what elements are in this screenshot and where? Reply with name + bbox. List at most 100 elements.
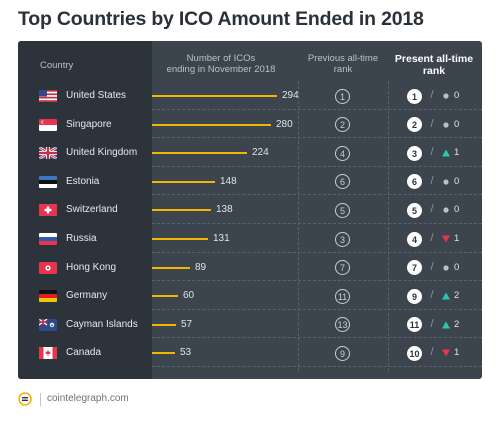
footer-divider	[40, 393, 41, 406]
row-separator	[152, 280, 482, 282]
us-flag-icon	[39, 90, 57, 102]
ico-count-bar	[152, 152, 247, 155]
rank-up-triangle-icon	[442, 321, 450, 329]
ico-count-label: 57	[181, 318, 193, 330]
rank-unchanged-dot-icon	[443, 207, 449, 213]
row-separator	[152, 251, 482, 253]
present-rank-badge: 3	[407, 145, 422, 161]
table-rows: United States 294 1 1/0 Singapore 280 2 2/0 Unit…	[18, 41, 482, 379]
rank-up-triangle-icon	[442, 292, 450, 300]
present-rank-badge: 4	[407, 231, 422, 247]
present-rank-badge: 6	[407, 174, 422, 190]
ico-count-bar	[152, 295, 178, 298]
rank-change-value: 0	[454, 261, 460, 273]
table-row: Germany 60 11 9 / 2	[18, 281, 482, 310]
previous-rank-badge: 1	[335, 88, 350, 104]
canada-flag-icon	[39, 347, 57, 360]
present-rank-badge: 1	[407, 88, 422, 104]
previous-rank-badge: 6	[335, 174, 350, 190]
rank-change-value: 1	[454, 347, 460, 359]
rank-change-value: 2	[454, 290, 460, 302]
separator-slash: /	[430, 174, 434, 187]
ico-count-bar	[152, 238, 208, 240]
present-rank-badge: 11	[407, 317, 422, 333]
cayman-islands-flag-icon	[39, 318, 57, 331]
ico-count-bar	[152, 180, 215, 183]
header-icos: Number of ICOs ending in November 2018	[156, 53, 286, 75]
table-row: Russia 131 3 4 / 1	[18, 224, 482, 253]
row-separator	[152, 108, 482, 110]
ico-count-label: 138	[216, 204, 233, 216]
footer-site: cointelegraph.com	[47, 393, 129, 404]
rank-change-value: 0	[454, 204, 460, 216]
singapore-flag-icon	[39, 118, 57, 131]
country-name: Estonia	[66, 175, 100, 187]
previous-rank-badge: 7	[335, 260, 350, 276]
germany-flag-icon	[39, 290, 57, 303]
table-row: United Kingdom 224 4 3 / 1	[18, 138, 482, 167]
separator-slash: /	[430, 260, 434, 273]
table-row: United States 294 1 1 / 0	[18, 81, 482, 110]
country-name: Switzerland	[66, 204, 118, 216]
ico-count-bar	[152, 266, 190, 269]
rank-change-value: 0	[454, 175, 460, 187]
switzerland-flag-icon	[39, 204, 57, 217]
chart-title: Top Countries by ICO Amount Ended in 201…	[18, 8, 424, 30]
ico-count-label: 89	[195, 261, 207, 273]
ico-count-label: 294	[282, 90, 299, 101]
previous-rank-badge: 11	[335, 288, 350, 304]
rank-unchanged-dot-icon	[443, 264, 449, 271]
table-row: Canada 53 9 10 / 1	[18, 338, 482, 367]
header-country: Country	[40, 60, 74, 71]
estonia-flag-icon	[39, 175, 57, 188]
rank-change-value: 2	[454, 318, 460, 330]
row-separator	[152, 165, 482, 167]
previous-rank-badge: 9	[335, 345, 350, 361]
rank-change-value: 0	[454, 118, 460, 130]
rank-unchanged-dot-icon	[443, 179, 449, 185]
rank-change-value: 0	[454, 90, 460, 101]
separator-slash: /	[430, 232, 434, 244]
rank-change-value: 1	[454, 233, 460, 244]
table-row: Switzerland 138 5 5 / 0	[18, 195, 482, 224]
country-name: Germany	[66, 290, 108, 302]
rank-change-value: 1	[454, 147, 460, 159]
separator-slash: /	[430, 89, 434, 101]
header-icos-line2: ending in November 2018	[166, 64, 276, 75]
row-separator	[152, 365, 482, 367]
previous-rank-badge: 13	[335, 317, 350, 333]
previous-rank-badge: 4	[335, 145, 350, 161]
present-rank-badge: 10	[407, 345, 422, 361]
uk-flag-icon	[39, 147, 57, 160]
ico-count-bar	[152, 95, 277, 97]
ico-count-label: 131	[213, 233, 230, 244]
rank-down-triangle-icon	[442, 349, 450, 357]
cointelegraph-logo-icon	[18, 392, 32, 406]
header-icos-line1: Number of ICOs	[186, 53, 256, 64]
row-separator	[152, 222, 482, 224]
country-name: Singapore	[66, 118, 112, 130]
separator-slash: /	[430, 346, 434, 359]
russia-flag-icon	[39, 233, 57, 245]
country-name: Canada	[66, 347, 102, 359]
ico-count-label: 280	[276, 118, 293, 130]
present-rank-badge: 9	[407, 288, 422, 304]
header-present-line2: rank	[422, 65, 446, 77]
country-name: Cayman Islands	[66, 318, 138, 330]
previous-rank-badge: 2	[335, 117, 350, 133]
header-prev-line2: rank	[333, 64, 353, 75]
ico-count-bar	[152, 323, 176, 326]
row-separator	[152, 337, 482, 339]
header-present-line1: Present all-time	[394, 53, 474, 65]
row-separator	[152, 308, 482, 310]
country-name: Russia	[66, 233, 97, 244]
country-name: Hong Kong	[66, 261, 117, 273]
ico-count-label: 148	[220, 175, 237, 187]
ico-count-label: 224	[252, 147, 269, 159]
present-rank-badge: 2	[407, 117, 422, 133]
separator-slash: /	[430, 146, 434, 159]
ico-count-bar	[152, 123, 271, 126]
separator-slash: /	[430, 117, 434, 130]
table-row: Cayman Islands 57 13 11 / 2	[18, 310, 482, 339]
ico-count-bar	[152, 352, 175, 355]
